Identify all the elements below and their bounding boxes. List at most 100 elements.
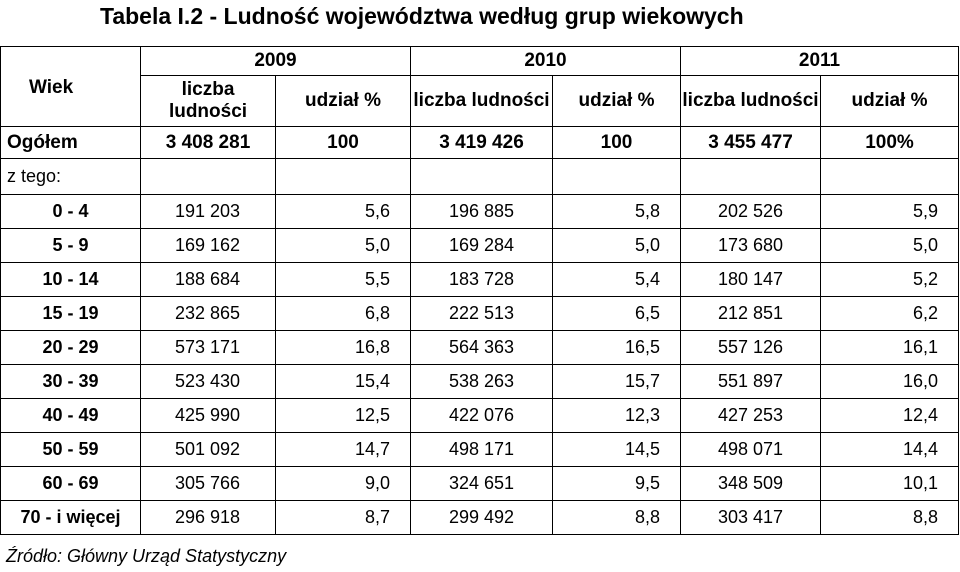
table-cell: 212 851: [680, 296, 821, 331]
table-cell: 551 897: [680, 364, 821, 399]
table-cell: 573 171: [140, 330, 276, 365]
table-cell: 501 092: [140, 432, 276, 467]
table-cell: 296 918: [140, 500, 276, 535]
table-title: Tabela I.2 - Ludność województwa według …: [100, 3, 744, 29]
table-cell: 498 071: [680, 432, 821, 467]
table-cell: 5,9: [819, 194, 960, 229]
total-label: Ogółem: [0, 126, 141, 159]
ztego-row: z tego:: [0, 158, 960, 195]
total-cell: 100: [552, 126, 681, 159]
table-cell: 12,5: [275, 398, 411, 433]
table-cell: 10,1: [819, 466, 960, 501]
total-cell: 3 419 426: [410, 126, 553, 159]
header-udzial-2010: udział %: [552, 75, 681, 127]
table-cell: 12,4: [819, 398, 960, 433]
table-cell: 8,7: [275, 500, 411, 535]
table-row: 5 - 9 169 162 5,0 169 284 5,0 173 680 5,0: [0, 228, 960, 263]
table-row: 50 - 59 501 092 14,7 498 171 14,5 498 071 14,4: [0, 432, 960, 467]
empty-cell: [140, 158, 276, 195]
table-cell: 183 728: [410, 262, 553, 297]
table-cell: 14,4: [819, 432, 960, 467]
table-row: 10 - 14 188 684 5,5 183 728 5,4 180 147 5,2: [0, 262, 960, 297]
total-cell: 100: [275, 126, 411, 159]
header-liczba-2010: liczba ludności: [410, 75, 553, 127]
table-cell: 14,7: [275, 432, 411, 467]
table-cell: 425 990: [140, 398, 276, 433]
header-udzial-2009: udział %: [275, 75, 411, 127]
table-cell: 324 651: [410, 466, 553, 501]
age-group-label: 50 - 59: [0, 432, 141, 467]
table-cell: 5,2: [819, 262, 960, 297]
table-cell: 16,5: [552, 330, 681, 365]
header-wiek: Wiek: [0, 46, 141, 127]
table-cell: 5,0: [552, 228, 681, 263]
table-cell: 180 147: [680, 262, 821, 297]
empty-cell: [410, 158, 553, 195]
table-cell: 5,5: [275, 262, 411, 297]
population-table: Wiek 2009 2010 2011 liczba ludności udzi…: [0, 46, 960, 535]
age-group-label: 0 - 4: [0, 194, 141, 229]
table-cell: 16,0: [819, 364, 960, 399]
empty-cell: [552, 158, 681, 195]
total-row: Ogółem 3 408 281 100 3 419 426 100 3 455…: [0, 126, 960, 159]
table-cell: 6,5: [552, 296, 681, 331]
table-cell: 422 076: [410, 398, 553, 433]
age-group-label: 70 - i więcej: [0, 500, 141, 535]
table-cell: 5,0: [275, 228, 411, 263]
table-row: 60 - 69 305 766 9,0 324 651 9,5 348 509 10,1: [0, 466, 960, 501]
table-row: 20 - 29 573 171 16,8 564 363 16,5 557 126 16,1: [0, 330, 960, 365]
table-cell: 196 885: [410, 194, 553, 229]
table-cell: 14,5: [552, 432, 681, 467]
table-row: 70 - i więcej 296 918 8,7 299 492 8,8 303 417…: [0, 500, 960, 535]
table-cell: 5,0: [819, 228, 960, 263]
age-group-label: 20 - 29: [0, 330, 141, 365]
header-year-2009: 2009: [140, 46, 411, 76]
age-group-label: 15 - 19: [0, 296, 141, 331]
table-cell: 15,7: [552, 364, 681, 399]
age-group-label: 40 - 49: [0, 398, 141, 433]
table-cell: 232 865: [140, 296, 276, 331]
header-year-2010: 2010: [410, 46, 681, 76]
table-cell: 5,6: [275, 194, 411, 229]
table-cell: 538 263: [410, 364, 553, 399]
table-cell: 427 253: [680, 398, 821, 433]
age-group-label: 30 - 39: [0, 364, 141, 399]
empty-cell: [680, 158, 821, 195]
table-cell: 202 526: [680, 194, 821, 229]
age-group-label: 5 - 9: [0, 228, 141, 263]
table-cell: 188 684: [140, 262, 276, 297]
table-cell: 169 162: [140, 228, 276, 263]
table-cell: 16,1: [819, 330, 960, 365]
table-cell: 303 417: [680, 500, 821, 535]
table-cell: 15,4: [275, 364, 411, 399]
table-cell: 6,8: [275, 296, 411, 331]
empty-cell: [819, 158, 960, 195]
header-year-2011: 2011: [679, 46, 960, 76]
table-cell: 564 363: [410, 330, 553, 365]
empty-cell: [275, 158, 411, 195]
table-cell: 191 203: [140, 194, 276, 229]
table-cell: 557 126: [680, 330, 821, 365]
source-note: Źródło: Główny Urząd Statystyczny: [6, 546, 287, 566]
total-cell: 3 455 477: [680, 126, 821, 159]
table-cell: 498 171: [410, 432, 553, 467]
ztego-label: z tego:: [0, 158, 141, 195]
table-row: 0 - 4 191 203 5,6 196 885 5,8 202 526 5,9: [0, 194, 960, 229]
table-cell: 8,8: [552, 500, 681, 535]
table-row: 30 - 39 523 430 15,4 538 263 15,7 551 897 16,0: [0, 364, 960, 399]
header-liczba-2009: liczba ludności: [140, 75, 276, 127]
age-group-label: 10 - 14: [0, 262, 141, 297]
table-cell: 523 430: [140, 364, 276, 399]
table-cell: 173 680: [680, 228, 821, 263]
table-row: 15 - 19 232 865 6,8 222 513 6,5 212 851 6,2: [0, 296, 960, 331]
table-cell: 16,8: [275, 330, 411, 365]
table-cell: 9,5: [552, 466, 681, 501]
header-udzial-2011: udział %: [819, 75, 960, 127]
age-group-label: 60 - 69: [0, 466, 141, 501]
table-cell: 169 284: [410, 228, 553, 263]
header-liczba-2011: liczba ludności: [680, 75, 821, 127]
table-cell: 348 509: [680, 466, 821, 501]
table-cell: 5,4: [552, 262, 681, 297]
table-cell: 222 513: [410, 296, 553, 331]
table-cell: 12,3: [552, 398, 681, 433]
